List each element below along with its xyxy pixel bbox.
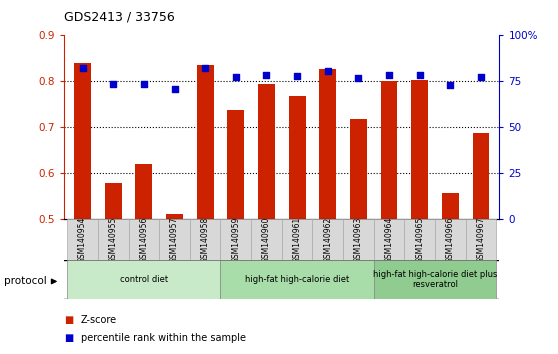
- Bar: [67, 219, 98, 260]
- Bar: [166, 214, 183, 354]
- Text: GSM140960: GSM140960: [262, 217, 271, 263]
- Text: GDS2413 / 33756: GDS2413 / 33756: [64, 11, 175, 24]
- Point: [292, 73, 301, 79]
- Text: GSM140955: GSM140955: [109, 217, 118, 263]
- Text: Z-score: Z-score: [81, 315, 117, 325]
- Bar: [350, 119, 367, 354]
- Text: GSM140967: GSM140967: [477, 217, 485, 263]
- Bar: [197, 65, 214, 354]
- Bar: [228, 110, 244, 354]
- Point: [384, 73, 393, 78]
- Point: [477, 74, 485, 80]
- Bar: [442, 193, 459, 354]
- Point: [323, 68, 332, 74]
- Text: GSM140957: GSM140957: [170, 217, 179, 263]
- Bar: [405, 219, 435, 260]
- Bar: [312, 219, 343, 260]
- Text: high-fat high-calorie diet: high-fat high-calorie diet: [245, 275, 349, 284]
- Bar: [159, 219, 190, 260]
- Text: GSM140954: GSM140954: [78, 217, 87, 263]
- Point: [201, 65, 210, 70]
- Point: [262, 73, 271, 78]
- Point: [415, 73, 424, 78]
- Point: [232, 74, 240, 80]
- Point: [140, 81, 148, 87]
- Bar: [466, 219, 497, 260]
- Text: high-fat high-calorie diet plus
resveratrol: high-fat high-calorie diet plus resverat…: [373, 270, 497, 289]
- Point: [170, 86, 179, 92]
- Bar: [67, 260, 220, 299]
- Bar: [288, 96, 306, 354]
- Text: percentile rank within the sample: percentile rank within the sample: [81, 333, 246, 343]
- Point: [354, 75, 363, 81]
- Bar: [258, 84, 275, 354]
- Point: [109, 81, 118, 87]
- Bar: [220, 260, 374, 299]
- Bar: [319, 69, 336, 354]
- Text: ■: ■: [64, 333, 74, 343]
- Bar: [136, 164, 152, 354]
- Bar: [381, 81, 397, 354]
- Bar: [98, 219, 128, 260]
- Text: GSM140965: GSM140965: [415, 217, 424, 263]
- Bar: [190, 219, 220, 260]
- Text: GSM140961: GSM140961: [292, 217, 302, 263]
- Bar: [473, 133, 489, 354]
- Bar: [411, 80, 428, 354]
- Text: GSM140956: GSM140956: [140, 217, 148, 263]
- Text: GSM140958: GSM140958: [201, 217, 210, 263]
- Bar: [128, 219, 159, 260]
- Text: GSM140959: GSM140959: [232, 217, 240, 263]
- Bar: [435, 219, 466, 260]
- Text: GSM140964: GSM140964: [384, 217, 393, 263]
- Text: GSM140963: GSM140963: [354, 217, 363, 263]
- Point: [446, 82, 455, 87]
- Text: protocol: protocol: [4, 276, 47, 286]
- Text: control diet: control diet: [120, 275, 168, 284]
- Bar: [374, 260, 497, 299]
- Text: ■: ■: [64, 315, 74, 325]
- Bar: [374, 219, 405, 260]
- Point: [78, 65, 87, 70]
- Text: GSM140962: GSM140962: [323, 217, 332, 263]
- Bar: [220, 219, 251, 260]
- Bar: [105, 183, 122, 354]
- Text: GSM140966: GSM140966: [446, 217, 455, 263]
- Bar: [343, 219, 374, 260]
- Bar: [282, 219, 312, 260]
- Bar: [74, 63, 91, 354]
- Bar: [251, 219, 282, 260]
